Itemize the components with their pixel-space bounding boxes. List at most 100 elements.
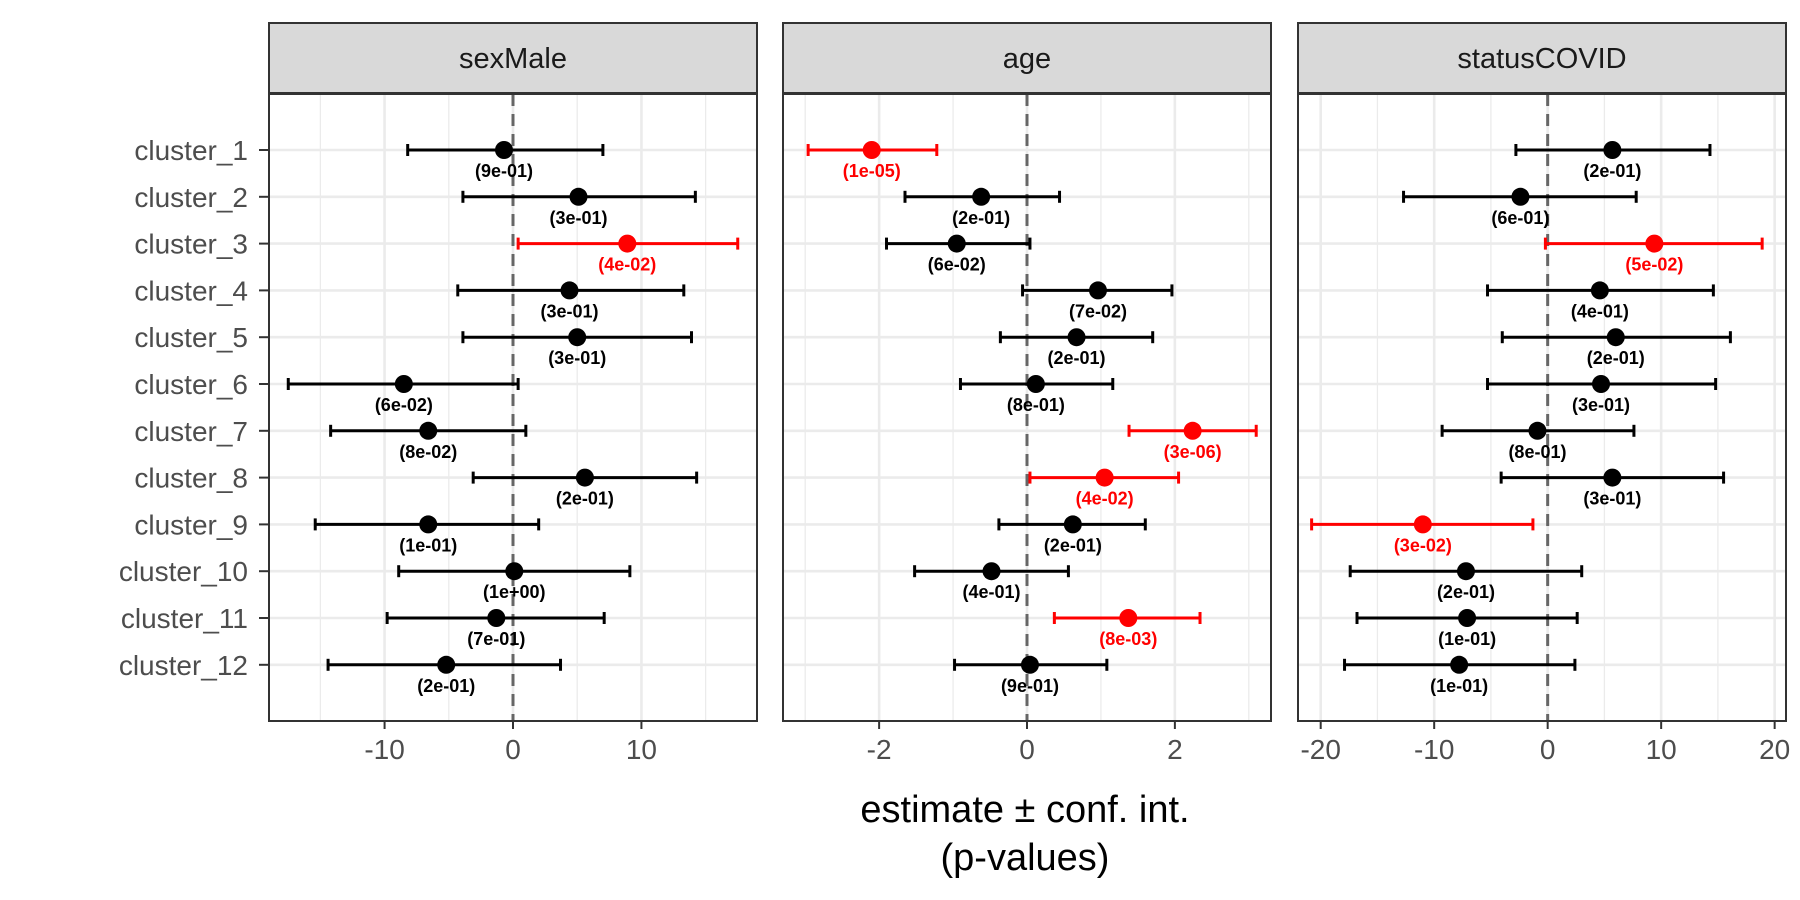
estimate-row: (8e-02) xyxy=(329,421,528,462)
panel-statusCOVID: statusCOVID (2e-01) (6e-01) (5e-02) (4e-01) (… xyxy=(1297,22,1790,765)
p-value-label: (2e-01) xyxy=(1583,161,1641,181)
estimate-row: (3e-01) xyxy=(1486,375,1718,415)
estimate-row: (7e-01) xyxy=(385,609,606,649)
estimate-row: (1e-01) xyxy=(1343,655,1577,696)
y-tick-label-cluster-2: cluster_2 xyxy=(134,182,248,213)
x-tick-label: -10 xyxy=(364,734,404,765)
y-tick-label-cluster-11: cluster_11 xyxy=(121,603,248,634)
p-value-label: (4e-01) xyxy=(962,582,1020,602)
estimate-point xyxy=(1088,281,1107,300)
estimate-row: (6e-01) xyxy=(1402,187,1638,228)
x-tick-label: 0 xyxy=(1019,734,1035,765)
p-value-label: (9e-01) xyxy=(475,161,533,181)
estimate-row: (2e-01) xyxy=(1500,328,1732,368)
estimate-point xyxy=(1603,468,1622,487)
estimate-row: (2e-01) xyxy=(1348,562,1584,602)
panel-sexMale: sexMale (9e-01) (3e-01) (4e-02) (3e-01) (3e-0… xyxy=(268,22,758,765)
p-value-label: (3e-01) xyxy=(548,348,606,368)
y-tick-label-cluster-6: cluster_6 xyxy=(134,369,248,400)
p-value-label: (7e-01) xyxy=(467,629,525,649)
estimate-point xyxy=(1067,328,1086,347)
x-tick-label: 0 xyxy=(1540,734,1556,765)
estimate-point xyxy=(1450,655,1469,674)
p-value-label: (9e-01) xyxy=(1001,676,1059,696)
estimate-point xyxy=(1590,281,1609,300)
estimate-point xyxy=(1063,515,1082,534)
estimate-point xyxy=(947,234,966,253)
p-value-label: (2e-01) xyxy=(556,489,614,509)
estimate-row: (4e-02) xyxy=(516,234,740,275)
estimate-row: (1e-01) xyxy=(1355,609,1579,649)
y-tick-label-cluster-10: cluster_10 xyxy=(119,556,248,587)
strip-header xyxy=(268,22,758,94)
p-value-label: (8e-01) xyxy=(1508,442,1566,462)
p-value-label: (3e-01) xyxy=(540,301,598,321)
p-value-label: (1e+00) xyxy=(483,582,546,602)
estimate-row: (2e-01) xyxy=(998,328,1155,368)
estimate-point xyxy=(569,187,588,206)
estimate-point xyxy=(505,562,524,581)
estimate-point xyxy=(618,234,637,253)
y-axis-labels: cluster_1 cluster_2 cluster_3 cluster_4clus… xyxy=(119,135,269,681)
estimate-row: (7e-02) xyxy=(1021,281,1174,321)
p-value-label: (4e-02) xyxy=(598,255,656,275)
p-value-label: (1e-05) xyxy=(843,161,901,181)
p-value-label: (6e-01) xyxy=(1491,208,1549,228)
p-value-label: (3e-06) xyxy=(1164,442,1222,462)
p-value-label: (2e-01) xyxy=(1044,535,1102,555)
estimate-point xyxy=(1645,234,1664,253)
estimate-row: (2e-01) xyxy=(1514,141,1712,181)
estimate-row: (6e-02) xyxy=(286,375,520,415)
strip-header xyxy=(782,22,1272,94)
estimate-point xyxy=(1606,328,1625,347)
estimate-row: (4e-01) xyxy=(913,562,1070,602)
estimate-row: (2e-01) xyxy=(903,187,1062,228)
estimate-row: (3e-01) xyxy=(461,328,694,368)
estimate-point xyxy=(1528,421,1547,440)
p-value-label: (1e-01) xyxy=(1438,629,1496,649)
p-value-label: (8e-02) xyxy=(399,442,457,462)
estimate-point xyxy=(1458,609,1477,627)
strip-title: sexMale xyxy=(459,43,567,75)
p-value-label: (3e-01) xyxy=(1572,395,1630,415)
x-axis-title-line2: (p-values) xyxy=(941,837,1110,879)
estimate-row: (1e-05) xyxy=(806,141,939,181)
p-value-label: (8e-03) xyxy=(1099,629,1157,649)
x-tick-label: 20 xyxy=(1759,734,1790,765)
x-tick-label: -10 xyxy=(1414,734,1454,765)
y-tick-label-cluster-9: cluster_9 xyxy=(134,509,248,540)
p-value-label: (2e-01) xyxy=(1437,582,1495,602)
x-tick-label: 0 xyxy=(505,734,521,765)
p-value-label: (3e-02) xyxy=(1394,535,1452,555)
x-tick-label: -20 xyxy=(1300,734,1340,765)
strip-title: statusCOVID xyxy=(1457,43,1626,75)
estimate-point xyxy=(972,187,991,206)
y-tick-label-cluster-4: cluster_4 xyxy=(134,275,248,306)
panel-age: age (1e-05) (2e-01) (6e-02) (7e-02) (2e-01) (8… xyxy=(782,22,1272,765)
estimate-point xyxy=(487,609,506,627)
p-value-label: (2e-01) xyxy=(952,208,1010,228)
y-tick-label-cluster-1: cluster_1 xyxy=(134,135,248,166)
estimate-point xyxy=(982,562,1001,581)
estimate-point xyxy=(1095,468,1114,487)
estimate-row: (4e-02) xyxy=(1028,468,1181,509)
estimate-point xyxy=(1413,515,1432,534)
estimate-row: (1e-01) xyxy=(313,515,541,555)
estimate-point xyxy=(1592,375,1611,393)
p-value-label: (4e-02) xyxy=(1076,489,1134,509)
x-axis-title-line1: estimate ± conf. int. xyxy=(860,789,1189,831)
estimate-point xyxy=(575,468,594,487)
y-tick-label-cluster-3: cluster_3 xyxy=(134,229,248,260)
p-value-label: (2e-01) xyxy=(1587,348,1645,368)
estimate-row: (8e-03) xyxy=(1052,609,1202,649)
y-tick-label-cluster-7: cluster_7 xyxy=(134,416,248,447)
estimate-point xyxy=(1026,375,1045,393)
estimate-point xyxy=(1511,187,1530,206)
estimate-point xyxy=(568,328,587,347)
estimate-row: (3e-06) xyxy=(1127,421,1258,462)
panel-background xyxy=(1298,94,1786,721)
estimate-point xyxy=(1183,421,1202,440)
estimate-row: (9e-01) xyxy=(953,655,1109,696)
strip-header xyxy=(1297,22,1787,94)
